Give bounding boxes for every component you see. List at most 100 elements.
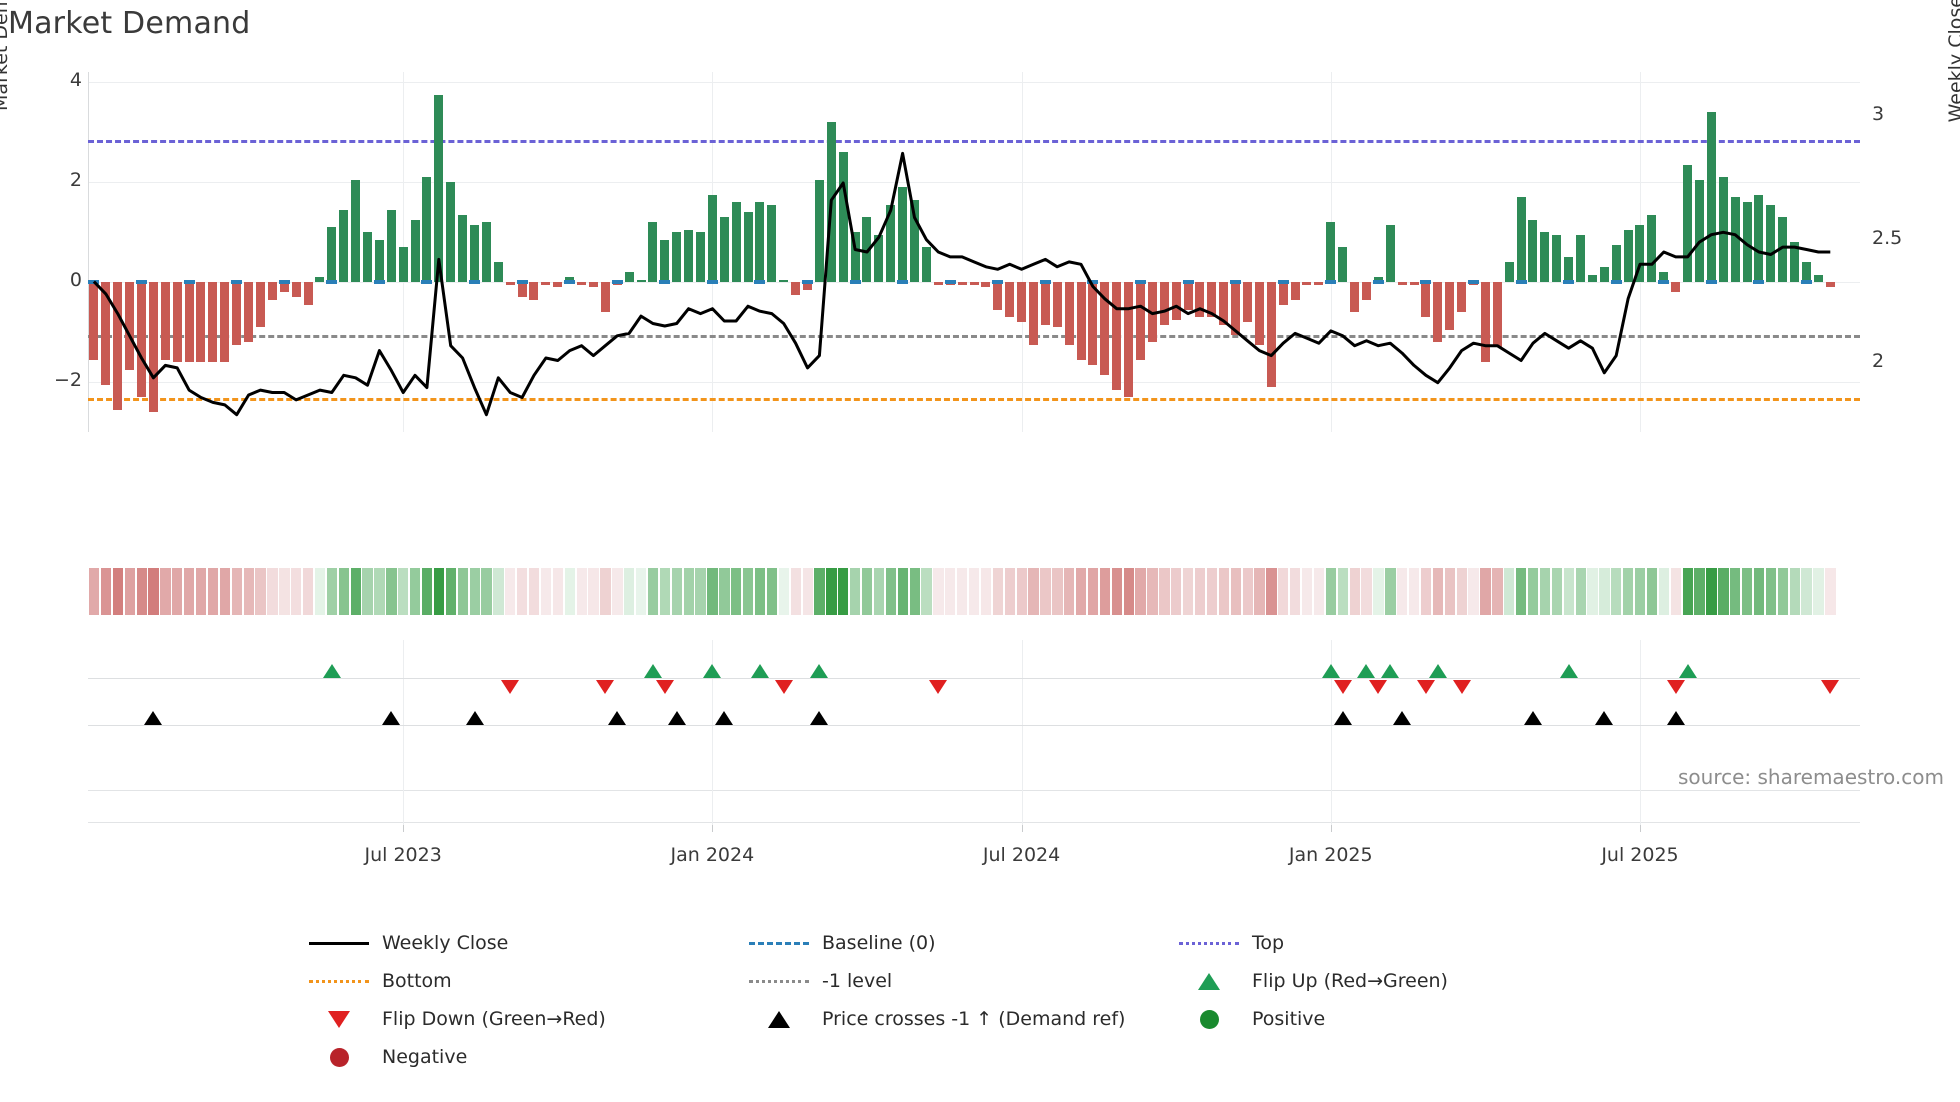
legend-item[interactable]: Positive — [1170, 1004, 1610, 1034]
y-tick-left: 2 — [69, 169, 82, 191]
x-gridline — [1021, 72, 1023, 432]
legend-item[interactable]: Flip Down (Green→Red) — [300, 1004, 740, 1034]
demand-bar — [1825, 282, 1835, 287]
demand-bar — [1552, 234, 1562, 282]
demand-bar — [695, 232, 705, 282]
gridline — [88, 790, 1860, 791]
heatmap-cell — [992, 568, 1004, 615]
baseline-dash — [1087, 280, 1099, 284]
demand-bar — [1159, 282, 1169, 325]
heatmap-cell — [1266, 568, 1277, 615]
y-tick-right: 3 — [1872, 103, 1885, 126]
legend-item[interactable]: Negative — [300, 1042, 740, 1072]
heatmap-cell — [1718, 568, 1729, 615]
heatmap-cell — [861, 568, 873, 615]
heatmap-cell — [1194, 568, 1206, 615]
flip-down-marker — [1666, 680, 1685, 694]
demand-bar — [648, 222, 658, 282]
baseline-dash — [1039, 280, 1051, 284]
baseline-dash — [992, 280, 1004, 284]
heatmap-cell — [1373, 568, 1384, 615]
marker-row-axis — [88, 678, 1860, 679]
heatmap-cell — [338, 568, 349, 615]
demand-bar — [113, 282, 123, 410]
heatmap-cell — [1789, 568, 1800, 615]
demand-bar — [886, 204, 896, 282]
heatmap-cell — [1765, 568, 1777, 615]
heatmap-cell — [1492, 568, 1503, 615]
x-tick-label: Jan 2025 — [1288, 844, 1373, 866]
dashed-line-blue-icon — [740, 941, 818, 945]
demand-bar — [1599, 267, 1609, 282]
heatmap-cell — [231, 568, 242, 615]
heatmap-cell — [624, 568, 635, 615]
heatmap-cell — [1777, 568, 1788, 615]
demand-bar — [1040, 282, 1050, 325]
heatmap-cell — [850, 568, 861, 615]
y-tick-left: 0 — [69, 269, 82, 291]
legend-item[interactable]: Baseline (0) — [740, 928, 1170, 958]
baseline-dash — [1182, 280, 1194, 284]
flip-up-marker — [1381, 664, 1400, 678]
heatmap-cell — [1444, 568, 1455, 615]
price-cross-marker — [810, 711, 829, 725]
heatmap-cell — [517, 568, 528, 615]
demand-bar — [874, 234, 884, 282]
demand-bar — [1100, 282, 1110, 375]
price-cross-marker — [1333, 711, 1352, 725]
heatmap-cell — [540, 568, 552, 615]
legend-item[interactable]: -1 level — [740, 966, 1170, 996]
heatmap-cell — [1242, 568, 1253, 615]
demand-bar — [434, 94, 444, 282]
legend-item[interactable]: Bottom — [300, 966, 740, 996]
heatmap-cell — [1028, 568, 1039, 615]
demand-bar — [362, 232, 372, 282]
heatmap-cell — [243, 568, 254, 615]
demand-bar — [1778, 217, 1788, 282]
heatmap-cell — [481, 568, 492, 615]
baseline-dash — [373, 280, 385, 284]
heatmap-cell — [671, 568, 682, 615]
legend-item[interactable]: Weekly Close — [300, 928, 740, 958]
demand-bar — [1671, 282, 1681, 292]
page-title: Market Demand — [8, 6, 251, 41]
demand-bar — [1528, 219, 1538, 282]
triangle-up-black-icon — [740, 1010, 818, 1028]
reference-line-bottom — [88, 398, 1860, 401]
heatmap-cell — [552, 568, 564, 615]
demand-bar — [1207, 282, 1217, 317]
heatmap-cell — [826, 568, 837, 615]
demand-bar — [743, 212, 753, 282]
heatmap-cell — [1230, 568, 1241, 615]
x-gridline — [1330, 640, 1332, 825]
heatmap-cell — [1123, 568, 1134, 615]
demand-bar — [1504, 262, 1514, 282]
heatmap-cell — [112, 568, 123, 615]
legend-item[interactable]: Flip Up (Red→Green) — [1170, 966, 1610, 996]
heatmap-cell — [683, 568, 694, 615]
flip-down-marker — [1821, 680, 1840, 694]
baseline-dash — [1325, 280, 1337, 284]
demand-bar — [767, 204, 777, 282]
heatmap-cell — [909, 568, 920, 615]
heatmap-cell — [350, 568, 361, 615]
legend-item[interactable]: Price crosses -1 ↑ (Demand ref) — [740, 1004, 1170, 1034]
demand-bar — [410, 219, 420, 282]
demand-bar — [1076, 282, 1086, 360]
legend-item[interactable]: Top — [1170, 928, 1610, 958]
x-gridline — [1639, 640, 1641, 825]
heatmap-cell — [1539, 568, 1551, 615]
demand-bar — [374, 239, 384, 282]
demand-bar — [1266, 282, 1276, 387]
demand-bar — [1635, 224, 1645, 282]
demand-bar — [1540, 232, 1550, 282]
demand-bar — [184, 282, 194, 362]
y-axis-label-left: Market Demand — [0, 0, 12, 111]
demand-bar — [1361, 282, 1371, 300]
heatmap-cell — [207, 568, 219, 615]
demand-bar — [1112, 282, 1122, 390]
baseline-dash — [1230, 280, 1242, 284]
demand-bar — [1195, 282, 1205, 317]
x-tick-label: Jul 2023 — [364, 844, 442, 866]
baseline-dash — [754, 280, 766, 284]
